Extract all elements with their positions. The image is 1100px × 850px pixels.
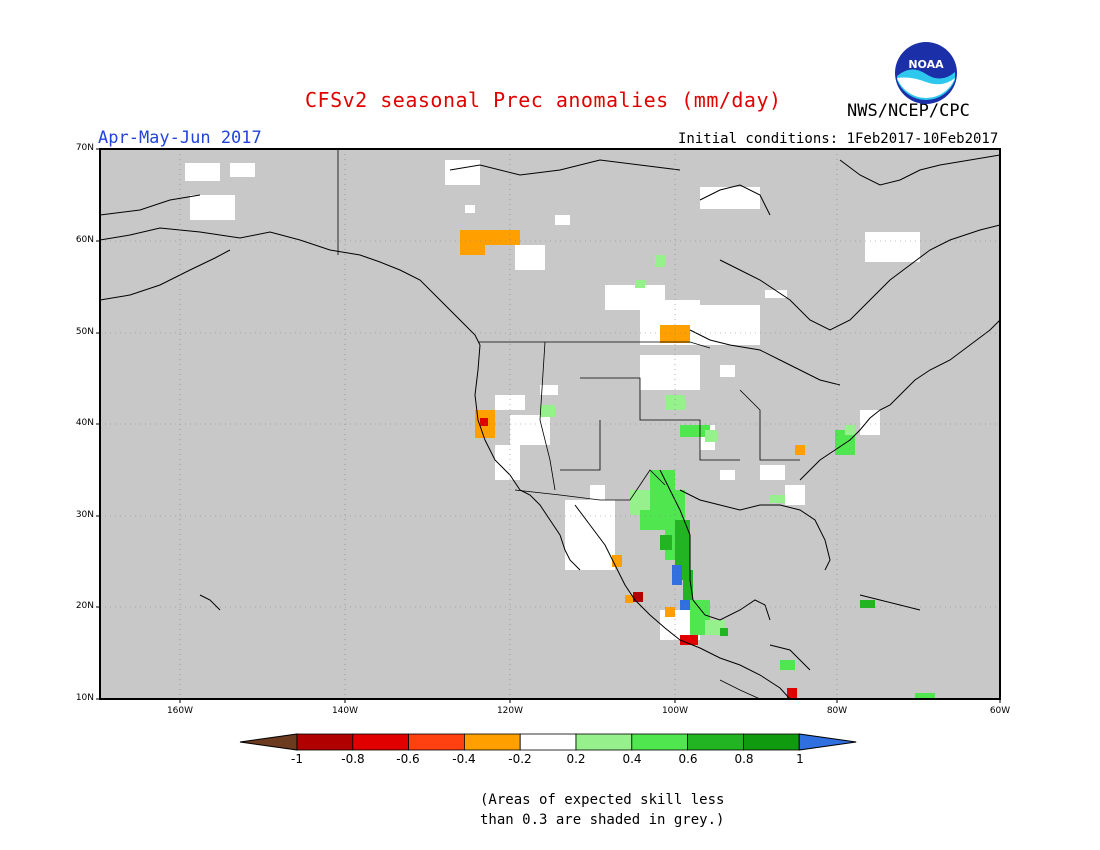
- noaa-logo-text: NOAA: [908, 58, 944, 71]
- lat-label-30n: 30N: [75, 510, 94, 520]
- colorbar-segment: [519, 733, 577, 751]
- colorbar-label: 0.6: [678, 752, 698, 766]
- colorbar-label: -1: [291, 752, 303, 766]
- colorbar: [239, 733, 857, 751]
- colorbar-label: -0.4: [452, 752, 476, 766]
- colorbar-left-arrow: [239, 733, 298, 751]
- lat-label-10n: 10N: [75, 693, 94, 703]
- colorbar-segment: [296, 733, 354, 751]
- noaa-logo: NOAA: [895, 42, 957, 104]
- lon-label-140w: 140W: [331, 706, 359, 716]
- lat-label-70n: 70N: [75, 143, 94, 153]
- lon-label-120w: 120W: [496, 706, 524, 716]
- political-borders: [337, 149, 800, 700]
- colorbar-label: -0.2: [508, 752, 532, 766]
- chart-title: CFSv2 seasonal Prec anomalies (mm/day): [305, 88, 782, 112]
- colorbar-right-arrow: [798, 733, 857, 751]
- wet-anomaly-areas: [540, 255, 935, 699]
- colorbar-segment: [575, 733, 633, 751]
- colorbar-label: 1: [796, 752, 804, 766]
- colorbar-label: 0.2: [566, 752, 586, 766]
- colorbar-segment: [743, 733, 800, 751]
- skill-note-line-1: (Areas of expected skill less: [480, 792, 725, 808]
- axis-ticks: [96, 148, 1001, 703]
- lat-label-50n: 50N: [75, 327, 94, 337]
- colorbar-label: -0.8: [341, 752, 365, 766]
- colorbar-segment: [687, 733, 744, 751]
- lat-lon-gridlines: [100, 149, 1000, 699]
- initial-conditions: Initial conditions: 1Feb2017-10Feb2017: [678, 131, 999, 147]
- skill-note-line-2: than 0.3 are shaded in grey.): [480, 812, 725, 828]
- colorbar-segment: [631, 733, 688, 751]
- lon-label-60w: 60W: [989, 706, 1011, 716]
- lat-label-40n: 40N: [75, 418, 94, 428]
- colorbar-segment: [408, 733, 465, 751]
- colorbar-label: 0.8: [734, 752, 754, 766]
- colorbar-segment: [463, 733, 521, 751]
- coastlines: [99, 154, 1001, 700]
- lon-label-100w: 100W: [661, 706, 689, 716]
- colorbar-label: -0.6: [396, 752, 420, 766]
- lat-label-20n: 20N: [75, 601, 94, 611]
- colorbar-segment: [352, 733, 409, 751]
- lat-label-60n: 60N: [75, 235, 94, 245]
- forecast-period: Apr-May-Jun 2017: [98, 128, 262, 148]
- agency-label: NWS/NCEP/CPC: [847, 101, 970, 121]
- lon-label-80w: 80W: [826, 706, 848, 716]
- colorbar-label: 0.4: [622, 752, 642, 766]
- lon-label-160w: 160W: [166, 706, 194, 716]
